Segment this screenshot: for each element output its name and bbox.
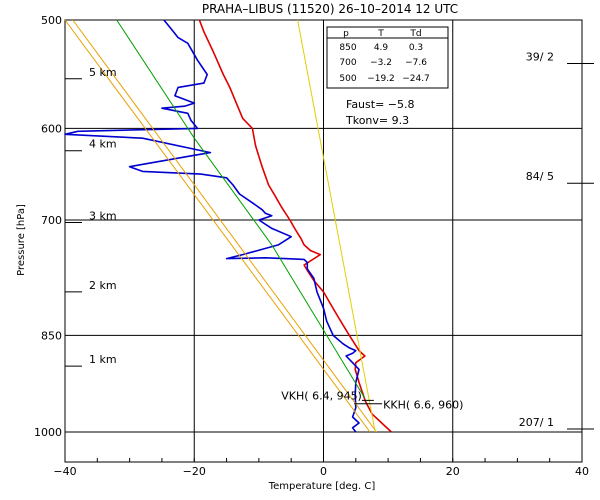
info-row-500-t: −19.2	[367, 74, 395, 84]
y-tick-label: 600	[41, 122, 62, 135]
height-marker-label: 4 km	[89, 138, 117, 151]
wind-label: 84/ 5	[526, 170, 554, 183]
x-axis-label: Temperature [deg. C]	[268, 481, 376, 492]
info-row-850-t: 4.9	[374, 43, 389, 53]
height-marker-label: 3 km	[89, 210, 117, 223]
height-marker-label: 5 km	[89, 66, 117, 79]
wind-label: 39/ 2	[526, 51, 554, 64]
y-tick-label: 700	[41, 214, 62, 227]
x-tick-label: −20	[183, 465, 206, 478]
info-row-850-p: 850	[339, 43, 356, 53]
info-row-500-p: 500	[339, 74, 356, 84]
moist-adiabat-line-a	[64, 19, 371, 433]
info-row-700-t: −3.2	[370, 58, 392, 68]
tick-labels: −40 −20 0 20 40 500 600 700 850 1000	[34, 14, 589, 478]
info-row-700-p: 700	[339, 58, 356, 68]
grid	[64, 19, 583, 462]
series-group	[64, 19, 392, 433]
parcel-line	[116, 19, 366, 399]
wind-labels: 39/ 2 84/ 5 207/ 1	[519, 51, 594, 430]
y-tick-label: 1000	[34, 426, 62, 439]
vkh-annotation: VKH( 6.4, 945)	[281, 389, 362, 402]
x-tick-label: −40	[53, 465, 76, 478]
kkh-annotation: KKH( 6.6, 960)	[383, 399, 463, 412]
moist-adiabat-line-b	[72, 19, 377, 433]
temperature-line	[198, 19, 392, 433]
x-tick-label: 40	[575, 465, 589, 478]
y-tick-label: 850	[41, 329, 62, 342]
y-tick-label: 500	[41, 14, 62, 27]
info-header-td: Td	[409, 29, 421, 39]
height-marker-label: 2 km	[89, 279, 117, 292]
height-marker-label: 1 km	[89, 353, 117, 366]
info-row-850-td: 0.3	[409, 43, 423, 53]
x-tick-label: 0	[320, 465, 327, 478]
x-tick-label: 20	[446, 465, 460, 478]
dewpoint-line	[64, 19, 360, 433]
info-table-box	[326, 26, 449, 89]
info-row-500-td: −24.7	[402, 74, 430, 84]
info-header-t: T	[377, 29, 384, 39]
info-row-700-td: −7.6	[405, 58, 427, 68]
info-header-p: p	[343, 29, 349, 39]
annotations: VKH( 6.4, 945) KKH( 6.6, 960)	[281, 389, 463, 411]
height-markers: 5 km 4 km 3 km 2 km 1 km	[65, 66, 117, 367]
info-table: p T Td 850 4.9 0.3 700 −3.2 −7.6 500 −19…	[326, 26, 449, 89]
faust-index: Faust= −5.8	[346, 98, 415, 111]
dry-adiabat-line	[297, 19, 376, 433]
tkonv-index: Tkonv= 9.3	[345, 114, 409, 127]
y-axis-label: Pressure [hPa]	[16, 204, 27, 276]
wind-label: 207/ 1	[519, 416, 554, 429]
chart-title: PRAHA–LIBUS (11520) 26–10–2014 12 UTC	[202, 2, 458, 16]
